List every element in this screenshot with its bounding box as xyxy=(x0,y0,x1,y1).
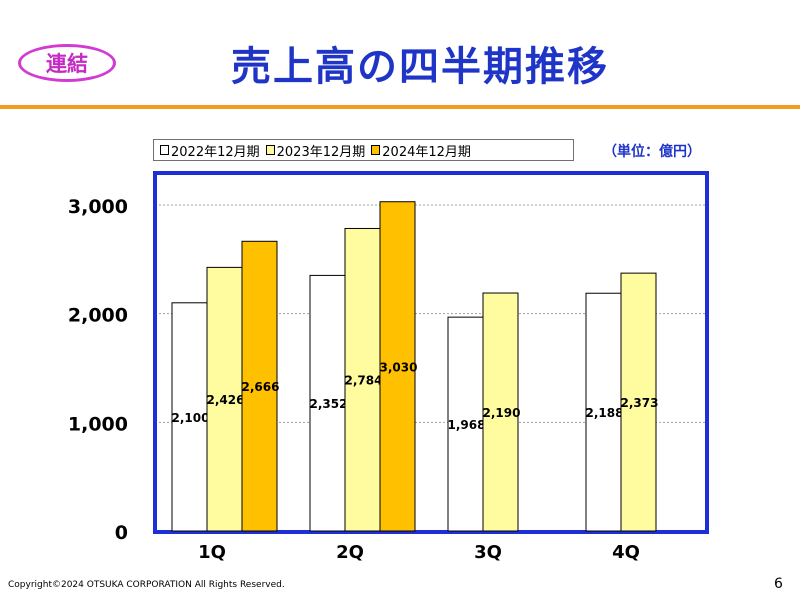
title-divider xyxy=(0,105,800,109)
data-label: 3,030 xyxy=(380,360,418,374)
bar xyxy=(206,266,243,532)
data-label: 2,426 xyxy=(207,393,245,407)
bar xyxy=(482,292,519,532)
bar xyxy=(241,240,278,532)
plot-frame xyxy=(153,171,709,534)
legend-swatch-2023 xyxy=(265,145,275,155)
chart-legend: 2022年12月期 2023年12月期 2024年12月期 xyxy=(153,139,574,161)
copyright-text: Copyright©2024 OTSUKA CORPORATION All Ri… xyxy=(8,580,285,590)
unit-label: （単位：億円） xyxy=(603,144,701,160)
data-label: 2,188 xyxy=(586,406,624,420)
page-number: 6 xyxy=(774,576,783,592)
x-category-label: 1Q xyxy=(198,542,226,563)
consolidated-badge: 連結 xyxy=(18,44,116,82)
x-category-label: 3Q xyxy=(474,542,502,563)
page-title: 売上高の四半期推移 xyxy=(231,44,609,90)
bar xyxy=(309,274,346,532)
bar xyxy=(379,201,416,532)
x-category-label: 2Q xyxy=(336,542,364,563)
bar xyxy=(620,272,657,532)
data-label: 2,352 xyxy=(310,397,348,411)
y-tick-label: 2,000 xyxy=(68,305,128,327)
y-tick-label: 0 xyxy=(115,522,128,544)
y-tick-label: 3,000 xyxy=(68,196,128,218)
legend-item-2024: 2024年12月期 xyxy=(371,141,471,160)
y-tick-label: 1,000 xyxy=(68,413,128,435)
data-label: 2,784 xyxy=(345,374,383,388)
data-label: 2,666 xyxy=(242,380,280,394)
bar xyxy=(171,302,208,532)
legend-label-2024: 2024年12月期 xyxy=(382,144,471,160)
legend-label-2022: 2022年12月期 xyxy=(171,144,260,160)
x-category-label: 4Q xyxy=(612,542,640,563)
badge-label: 連結 xyxy=(46,52,88,76)
legend-item-2023: 2023年12月期 xyxy=(265,141,366,160)
legend-label-2023: 2023年12月期 xyxy=(276,144,366,160)
data-label: 1,968 xyxy=(448,418,486,432)
legend-swatch-2022 xyxy=(160,145,169,155)
legend-item-2022: 2022年12月期 xyxy=(160,141,260,160)
data-label: 2,373 xyxy=(621,396,659,410)
data-label: 2,190 xyxy=(483,406,521,420)
legend-swatch-2024 xyxy=(371,145,381,155)
data-label: 2,100 xyxy=(172,411,210,425)
